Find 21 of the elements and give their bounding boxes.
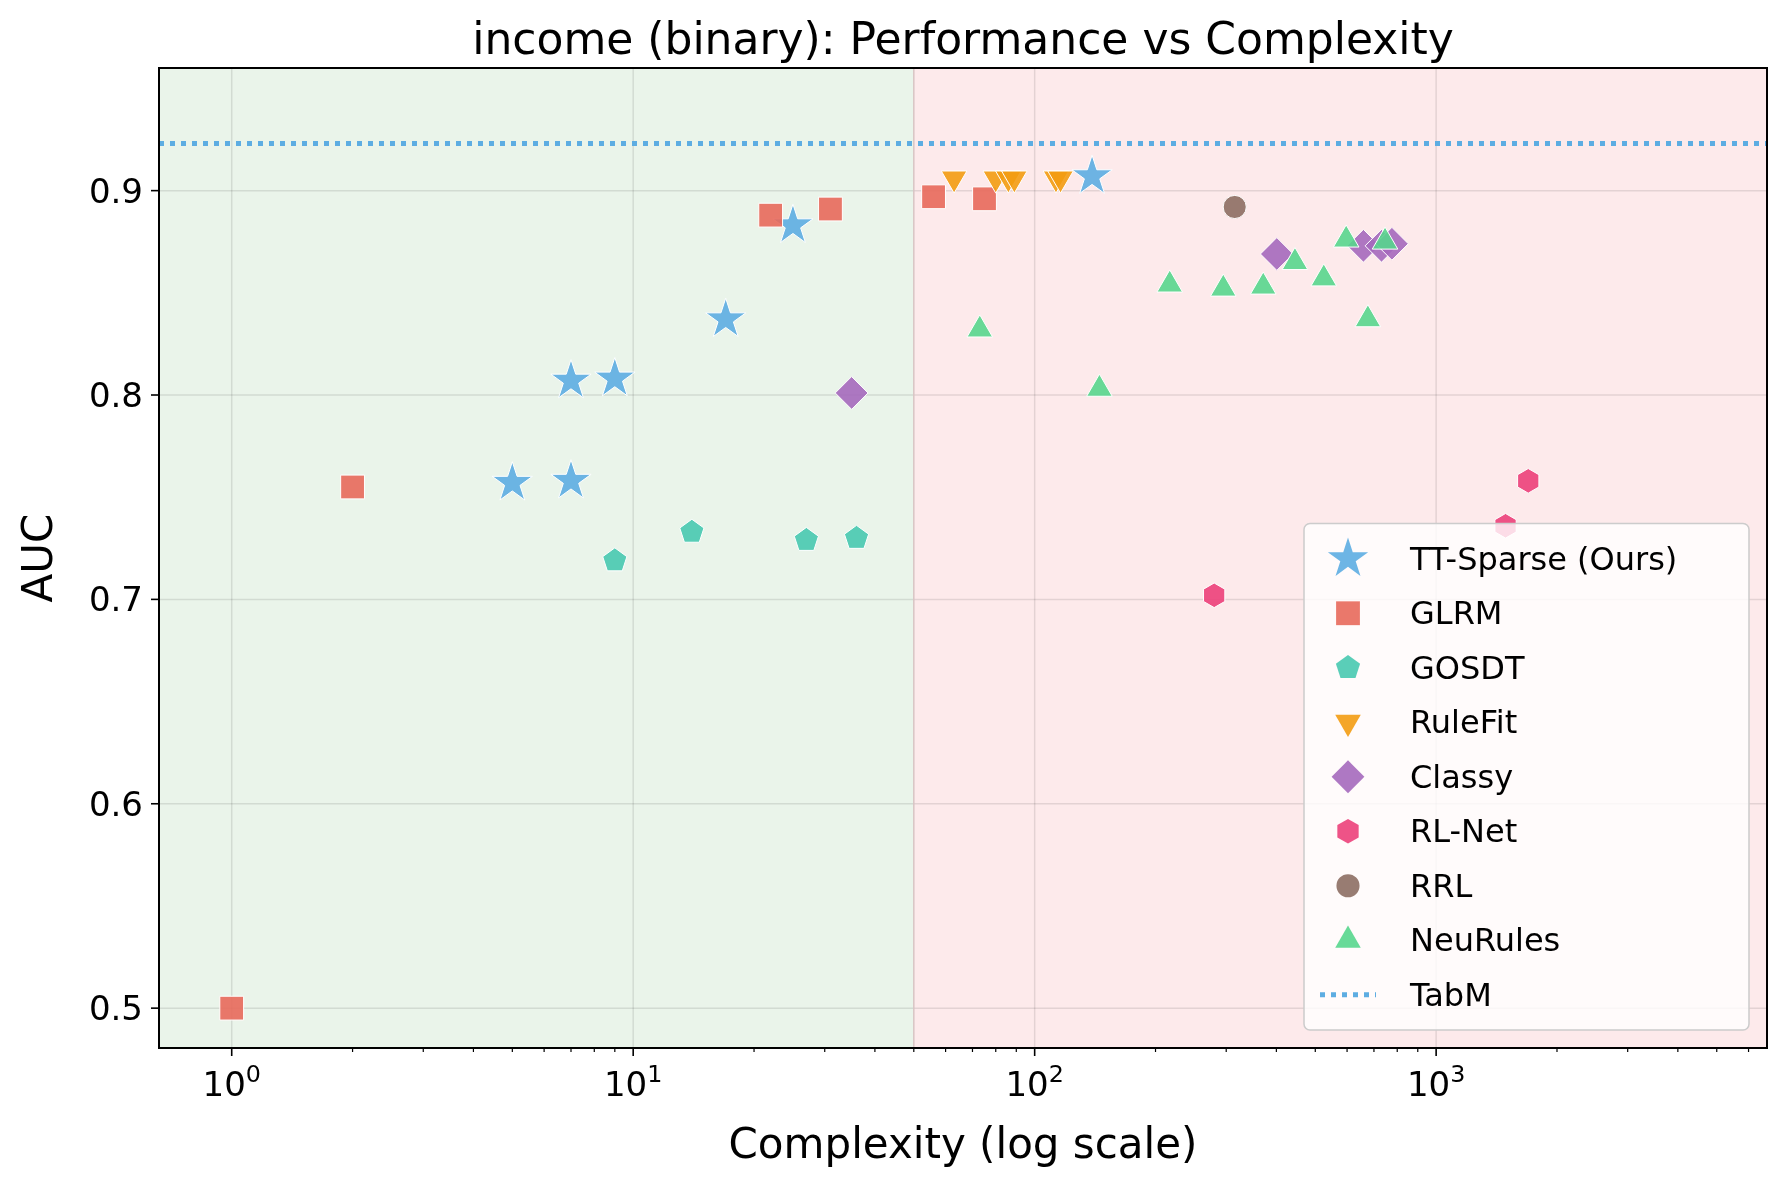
- x-tick-label: 10$^{1}$: [603, 1060, 663, 1104]
- x-axis-title: Complexity (log scale): [728, 1119, 1198, 1168]
- legend-label: TabM: [1409, 975, 1492, 1014]
- legend-label: GLRM: [1410, 594, 1503, 633]
- x-tick-label: 10$^{2}$: [1005, 1060, 1064, 1104]
- legend-label: RRL: [1410, 866, 1473, 905]
- y-tick-label: 0.8: [88, 375, 143, 416]
- y-tick-label: 0.9: [88, 170, 143, 211]
- chart-title: income (binary): Performance vs Complexity: [472, 13, 1454, 64]
- legend-label: RL-Net: [1410, 812, 1518, 851]
- legend-label: RuleFit: [1410, 703, 1518, 742]
- y-axis-title: AUC: [13, 513, 62, 603]
- y-tick-label: 0.7: [88, 579, 143, 620]
- y-tick-label: 0.5: [88, 988, 143, 1029]
- x-tick-label: 10$^{3}$: [1406, 1060, 1466, 1104]
- y-tick-label: 0.6: [88, 783, 143, 824]
- legend-label: NeuRules: [1410, 921, 1561, 960]
- x-tick-label: 10$^{0}$: [202, 1060, 261, 1104]
- legend-label: GOSDT: [1410, 648, 1525, 687]
- legend-label: TT-Sparse (Ours): [1409, 539, 1678, 578]
- legend-label: Classy: [1410, 757, 1514, 796]
